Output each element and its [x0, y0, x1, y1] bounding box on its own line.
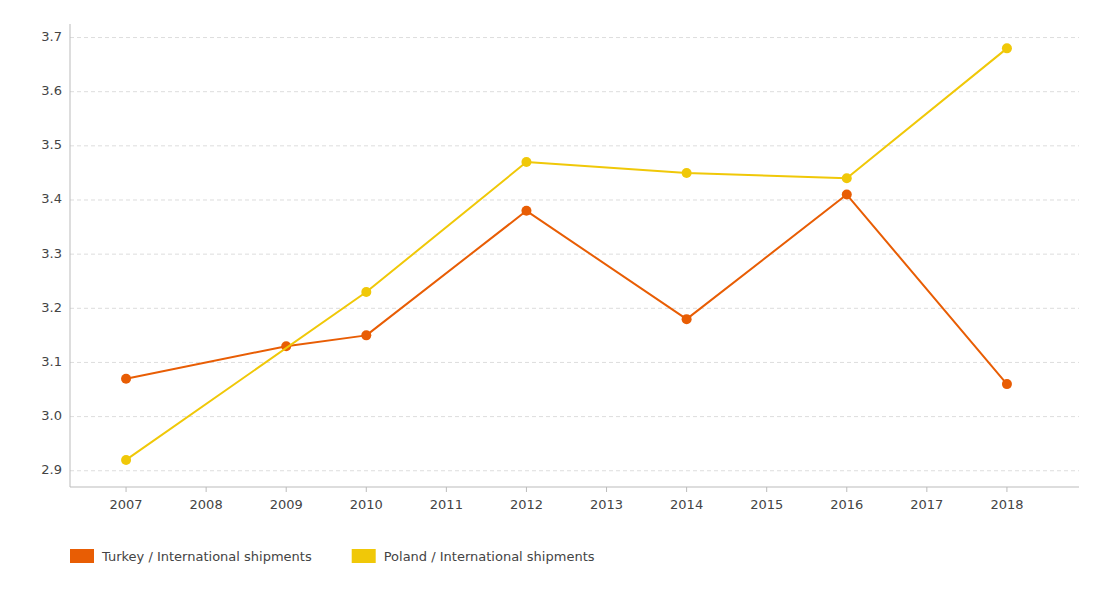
- data-point: [682, 168, 692, 178]
- grid-line: [70, 362, 1079, 363]
- grid-line: [70, 308, 1079, 309]
- x-tick: [286, 487, 287, 492]
- legend-label: Poland / International shipments: [384, 549, 595, 564]
- grid-line: [70, 199, 1079, 200]
- grid-line: [70, 145, 1079, 146]
- grid-line: [70, 416, 1079, 417]
- x-tick: [686, 487, 687, 492]
- grid-line: [70, 470, 1079, 471]
- x-tick-label: 2016: [830, 497, 863, 512]
- y-tick-label: 3.0: [41, 408, 62, 423]
- data-point: [121, 374, 131, 384]
- legend-swatch: [70, 549, 94, 563]
- data-point: [1002, 379, 1012, 389]
- x-tick-label: 2018: [990, 497, 1023, 512]
- x-tick-label: 2009: [270, 497, 303, 512]
- chart: 2.93.03.13.23.33.43.53.63.72007200820092…: [0, 0, 1109, 597]
- data-point: [682, 314, 692, 324]
- y-tick-label: 3.2: [41, 300, 62, 315]
- x-tick: [766, 487, 767, 492]
- data-point: [842, 173, 852, 183]
- data-point: [521, 157, 531, 167]
- x-tick-label: 2012: [510, 497, 543, 512]
- grid-line: [70, 91, 1079, 92]
- x-tick: [446, 487, 447, 492]
- x-tick: [366, 487, 367, 492]
- data-point: [121, 455, 131, 465]
- grid-line: [70, 37, 1079, 38]
- y-tick-label: 3.4: [41, 191, 62, 206]
- data-point: [1002, 43, 1012, 53]
- data-point: [842, 190, 852, 200]
- x-tick-label: 2008: [190, 497, 223, 512]
- x-tick: [206, 487, 207, 492]
- y-tick-label: 3.3: [41, 246, 62, 261]
- y-tick-label: 3.5: [41, 137, 62, 152]
- data-point: [361, 287, 371, 297]
- y-tick-label: 3.1: [41, 354, 62, 369]
- x-tick: [1006, 487, 1007, 492]
- x-tick-label: 2010: [350, 497, 383, 512]
- y-axis-line: [70, 24, 71, 487]
- x-tick: [606, 487, 607, 492]
- x-tick: [846, 487, 847, 492]
- series-line: [126, 48, 1007, 460]
- legend-label: Turkey / International shipments: [101, 549, 312, 564]
- y-axis: 2.9 3.0 3.1 3.2 3.3 3.4 3.5 3.6 3.7: [41, 24, 1079, 487]
- legend: Turkey / International shipments Poland /…: [70, 549, 595, 564]
- x-tick-label: 2014: [670, 497, 703, 512]
- x-tick-label: 2011: [430, 497, 463, 512]
- x-tick: [926, 487, 927, 492]
- x-tick-label: 2015: [750, 497, 783, 512]
- data-point: [361, 330, 371, 340]
- x-axis-line: [70, 487, 1079, 488]
- series-line: [126, 195, 1007, 385]
- x-axis: 2007 2008 2009 2010 2011 2012 2013 2014 2015 2016…: [70, 487, 1079, 512]
- x-tick-label: 2007: [110, 497, 143, 512]
- chart-container: 2.93.03.13.23.33.43.53.63.72007200820092…: [0, 0, 1109, 597]
- data-point: [521, 206, 531, 216]
- y-tick-label: 3.7: [41, 29, 62, 44]
- y-tick-label: 2.9: [41, 462, 62, 477]
- y-tick-label: 3.6: [41, 83, 62, 98]
- x-tick: [526, 487, 527, 492]
- x-tick-label: 2013: [590, 497, 623, 512]
- plot-area: [121, 43, 1012, 465]
- grid-line: [70, 254, 1079, 255]
- legend-swatch: [352, 549, 376, 563]
- x-tick: [126, 487, 127, 492]
- x-tick-label: 2017: [910, 497, 943, 512]
